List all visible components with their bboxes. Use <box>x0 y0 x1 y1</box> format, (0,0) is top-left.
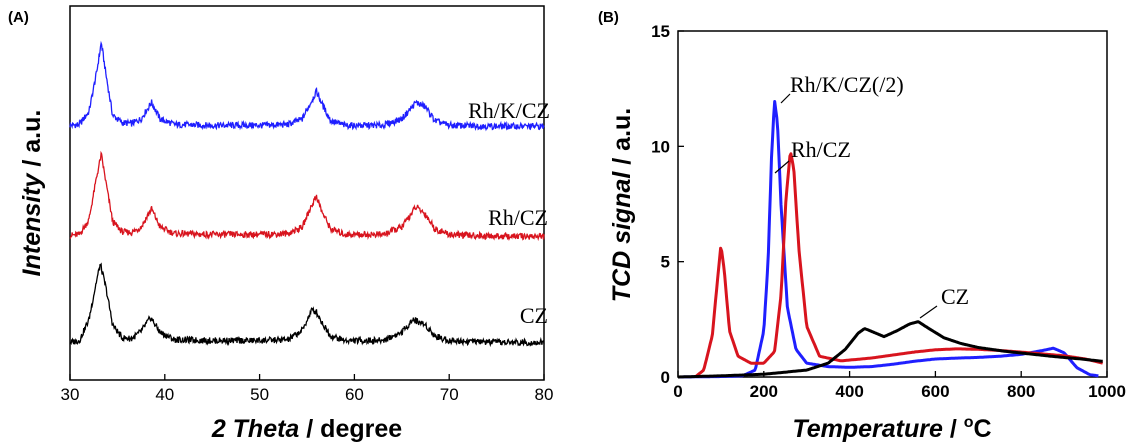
panel-a-frame <box>69 5 545 381</box>
series-rh-k-cz-trace <box>69 40 545 132</box>
panel-b: (B) 0 200 400 600 800 1000 0 5 10 15 TCD signal … <box>598 9 1126 443</box>
panel-b-annotation-rhcz: Rh/CZ <box>791 137 851 162</box>
panel-a-label: (A) <box>8 9 29 26</box>
x-tick-label: 60 <box>345 385 364 404</box>
panel-b-x-axis: 0 200 400 600 800 1000 <box>673 371 1126 401</box>
panel-b-annotation-cz-arrow <box>919 305 938 319</box>
panel-a: (A) 30 40 50 60 70 80 Intensity / a.u. 2 Thet… <box>8 5 554 443</box>
y-tick-label: 5 <box>661 253 670 272</box>
x-tick-label: 50 <box>250 385 269 404</box>
panel-a-x-axis-label: 2 Theta / degree <box>211 415 402 443</box>
panel-b-annotation-rhcz-arrow <box>774 160 790 174</box>
panel-a-x-axis: 30 40 50 60 70 80 <box>61 374 554 404</box>
x-tick-label: 1000 <box>1088 382 1126 401</box>
x-tick-label: 200 <box>750 382 778 401</box>
x-tick-label: 80 <box>535 385 554 404</box>
panel-b-frame <box>677 30 1108 378</box>
panel-b-annotation-rhkcz-arrow <box>780 93 791 104</box>
x-tick-label: 600 <box>921 382 949 401</box>
panel-a-series-label-cz: CZ <box>520 303 548 328</box>
panel-a-plot-area <box>69 40 545 348</box>
series-cz-trace <box>69 262 545 348</box>
panel-b-label: (B) <box>598 9 619 26</box>
panel-b-y-axis-label: TCD signal / a.u. <box>608 108 636 302</box>
panel-a-y-axis-label: Intensity / a.u. <box>18 110 46 277</box>
x-tick-label: 70 <box>440 385 459 404</box>
panel-b-y-axis: 0 5 10 15 <box>651 22 684 387</box>
series-rh-cz-line <box>694 152 1104 379</box>
y-tick-label: 0 <box>661 368 670 387</box>
panel-a-series-label-rhkcz: Rh/K/CZ <box>468 98 550 123</box>
panel-b-x-axis-label: Temperature / oC <box>792 414 991 443</box>
y-tick-label: 15 <box>651 22 670 41</box>
panel-b-annotation-cz: CZ <box>941 284 969 309</box>
x-tick-label: 800 <box>1007 382 1035 401</box>
panel-a-series-label-rhcz: Rh/CZ <box>488 205 548 230</box>
panel-b-annotation-rhkcz: Rh/K/CZ(/2) <box>790 72 904 97</box>
x-tick-label: 30 <box>61 385 80 404</box>
x-tick-label: 40 <box>155 385 174 404</box>
panel-b-plot-area <box>677 100 1104 379</box>
y-tick-label: 10 <box>651 137 670 156</box>
x-tick-label: 400 <box>835 382 863 401</box>
x-tick-label: 0 <box>673 382 682 401</box>
series-cz-line <box>677 320 1104 379</box>
series-rh-cz-trace <box>69 150 545 242</box>
